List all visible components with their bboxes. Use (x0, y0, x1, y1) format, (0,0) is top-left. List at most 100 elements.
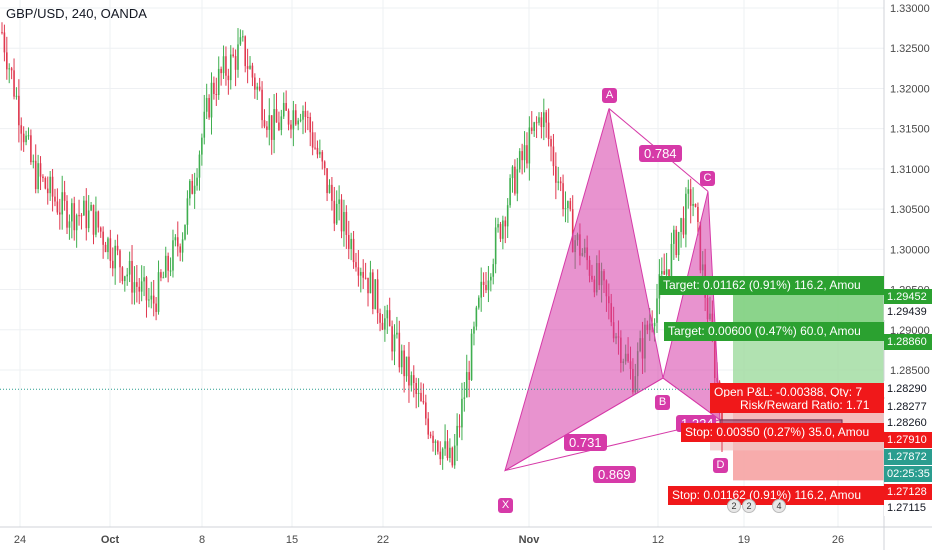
ratio-label-xa-ab: 0.784 (639, 145, 682, 162)
pattern-point-b[interactable]: B (655, 395, 670, 410)
candle-body (131, 260, 133, 293)
candle-body (314, 147, 316, 149)
candle-body (162, 277, 165, 279)
candle-body (56, 201, 59, 213)
candle-body (386, 310, 389, 319)
open-pl-label[interactable]: Open P&L: -0.00388, Qty: 7 (710, 383, 884, 401)
candle-body (463, 397, 466, 399)
candle-body (376, 279, 379, 314)
candle-body (150, 295, 153, 300)
candle-body (504, 220, 507, 227)
pattern-line-xb (504, 377, 664, 471)
candle-body (42, 176, 44, 179)
candle-body (490, 276, 492, 281)
candle-body (367, 277, 369, 294)
candle-body (345, 211, 348, 235)
candle-body (237, 44, 239, 70)
candle-body (422, 401, 425, 403)
candle-body (697, 206, 699, 222)
candle-body (37, 163, 39, 190)
price-tick-label: 1.32500 (890, 43, 930, 55)
price-tick-label: 1.31000 (890, 164, 930, 176)
candle-body (266, 126, 268, 130)
event-flag-3[interactable]: 4 (772, 499, 786, 513)
candle-body (302, 110, 304, 120)
pattern-point-d[interactable]: D (713, 458, 728, 473)
stop-label-2[interactable]: Stop: 0.01162 (0.91%) 116.2, Amou (668, 486, 884, 505)
risk-reward-label[interactable]: Risk/Reward Ratio: 1.71 (710, 397, 884, 413)
candle-body (461, 398, 463, 428)
candle-body (124, 276, 126, 282)
candle-body (398, 332, 401, 368)
candle-body (46, 188, 49, 194)
candle-body (8, 68, 11, 70)
candle-body (456, 425, 458, 446)
candle-body (665, 269, 668, 275)
candle-body (249, 65, 251, 69)
candle-body (685, 193, 687, 235)
candle-body (280, 116, 283, 130)
candle-body (465, 372, 468, 398)
time-tick-label: 12 (652, 534, 664, 546)
candle-body (99, 227, 102, 232)
target-label-1[interactable]: Target: 0.01162 (0.91%) 116.2, Amou (659, 276, 884, 295)
candle-body (246, 66, 249, 69)
candle-body (251, 65, 254, 78)
candle-body (415, 382, 417, 394)
candle-body (111, 260, 114, 269)
chart-title[interactable]: GBP/USD, 240, OANDA (6, 6, 147, 21)
candle-body (13, 70, 15, 97)
candle-body (352, 238, 355, 263)
candle-body (299, 119, 302, 121)
candle-body (547, 122, 550, 140)
candle-body (545, 112, 548, 123)
grid (0, 0, 884, 527)
candle-body (68, 221, 71, 228)
candle-body (663, 271, 666, 275)
ratio-label-xb: 0.731 (564, 434, 607, 451)
candle-body (32, 160, 35, 163)
candle-body (487, 280, 490, 291)
candle-body (155, 303, 157, 312)
pattern-point-x[interactable]: X (498, 498, 513, 513)
candle-body (198, 154, 201, 178)
candle-body (121, 267, 124, 282)
candle-body (10, 68, 13, 71)
candle-body (90, 204, 92, 211)
candle-body (285, 102, 287, 111)
candle-body (109, 238, 112, 261)
price-axis-tag: 1.29452 (884, 289, 932, 305)
candle-body (343, 211, 345, 232)
price-tick-label: 1.32000 (890, 83, 930, 95)
harmonic-pattern[interactable] (504, 108, 843, 472)
candle-body (412, 375, 415, 383)
candle-body (278, 122, 280, 130)
pattern-point-c[interactable]: C (700, 171, 715, 186)
candle-body (559, 181, 562, 184)
candle-body (482, 281, 485, 285)
event-flag-1[interactable]: 2 (727, 499, 741, 513)
candle-body (417, 392, 420, 394)
pattern-point-a[interactable]: A (602, 88, 617, 103)
candle-body (75, 215, 78, 231)
candle-body (494, 227, 497, 265)
target-zone-lower (733, 341, 884, 387)
candle-body (410, 375, 413, 386)
candle-body (71, 203, 73, 222)
candle-body (521, 151, 523, 161)
stop-label-1[interactable]: Stop: 0.00350 (0.27%) 35.0, Amou (681, 423, 884, 442)
target-label-2[interactable]: Target: 0.00600 (0.47%) 60.0, Amou (664, 322, 884, 341)
candle-body (319, 151, 321, 155)
candle-body (403, 350, 405, 377)
candle-body (497, 224, 499, 228)
candle-body (294, 110, 297, 125)
event-flag-2[interactable]: 2 (742, 499, 756, 513)
candle-body (492, 264, 495, 277)
candle-body (104, 244, 107, 253)
candle-body (388, 310, 391, 327)
price-axis-tag: 1.28277 (884, 399, 932, 415)
candle-body (480, 281, 482, 298)
candle-body (268, 115, 271, 130)
price-axis-tag: 1.27910 (884, 432, 932, 448)
